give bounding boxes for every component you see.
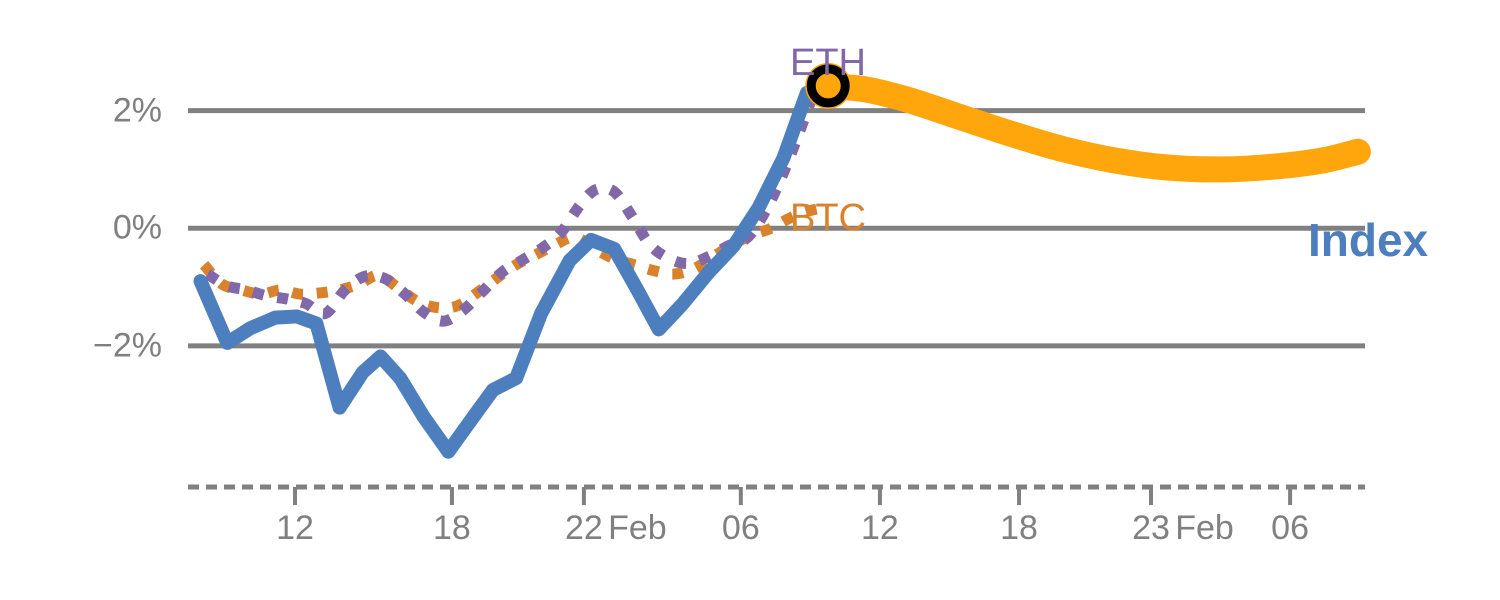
y-tick-label-1: 0% <box>112 208 162 247</box>
x-tick-label-9: 06 <box>1271 509 1310 547</box>
series-eth-line <box>204 67 830 327</box>
x-tick-label-7: 23 <box>1132 509 1170 547</box>
marker-ring-icon[interactable] <box>806 64 850 108</box>
current-value-marker[interactable] <box>805 62 852 109</box>
x-tick-label-3: Feb <box>608 509 667 547</box>
series-label-btc: BTC <box>790 197 866 239</box>
series-index-line <box>193 80 832 459</box>
series-path-index <box>193 80 832 459</box>
x-tick-label-2: 22 <box>564 509 603 547</box>
series-path-forecast <box>813 72 1371 183</box>
x-tick-label-6: 18 <box>1000 509 1038 547</box>
x-tick-label-8: Feb <box>1175 509 1234 547</box>
x-axis-ticks <box>293 487 1293 505</box>
x-tick-label-1: 18 <box>433 509 471 547</box>
series-label-index: Index <box>1308 214 1429 266</box>
y-tick-label-0: 2% <box>112 91 162 130</box>
series-path-eth <box>204 67 830 327</box>
series-label-eth: ETH <box>790 42 866 84</box>
y-tick-label-2: −2% <box>93 326 162 365</box>
x-tick-label-0: 12 <box>276 509 314 547</box>
x-tick-label-5: 12 <box>861 509 899 547</box>
x-tick-label-4: 06 <box>721 509 760 547</box>
gridlines <box>188 108 1365 349</box>
series-forecast-line <box>813 72 1371 183</box>
